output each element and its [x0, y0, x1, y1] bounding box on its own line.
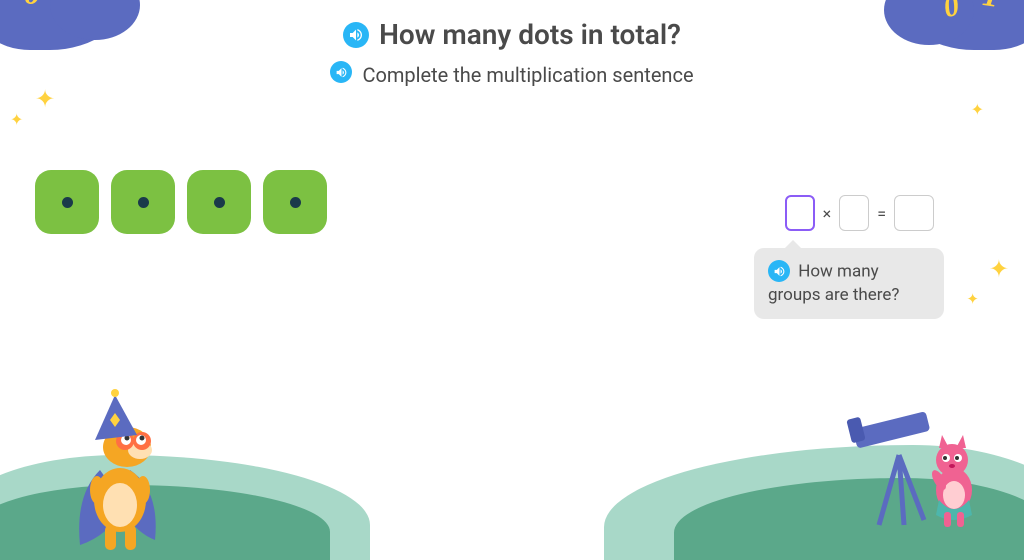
- cloud-number: 0: [941, 0, 963, 25]
- equals-operator: =: [875, 204, 888, 223]
- sparkle-icon: ✦: [966, 290, 979, 308]
- dot: [214, 197, 225, 208]
- question-header: How many dots in total? Complete the mul…: [0, 0, 1024, 87]
- question-subtitle: Complete the multiplication sentence: [362, 63, 693, 87]
- dot-group: [111, 170, 175, 234]
- audio-play-icon[interactable]: [343, 22, 369, 48]
- dot: [138, 197, 149, 208]
- question-title: How many dots in total?: [379, 18, 681, 51]
- cat-character: [844, 400, 994, 530]
- sparkle-icon: ✦: [989, 255, 1009, 283]
- cloud-number: 1: [981, 0, 1002, 15]
- multiplier-input[interactable]: [839, 195, 869, 231]
- hint-tooltip: How many groups are there?: [754, 248, 944, 319]
- dot-groups-container: [35, 170, 327, 234]
- dot-group: [263, 170, 327, 234]
- multiply-operator: ×: [821, 204, 834, 223]
- dragon-character: [55, 385, 195, 555]
- cloud-number: 0: [22, 0, 44, 13]
- cloud-number: 1: [0, 0, 1, 23]
- audio-play-icon[interactable]: [768, 260, 790, 282]
- decorative-cloud-right: 0 1 0: [894, 0, 1024, 50]
- multiplicand-input[interactable]: [785, 195, 815, 231]
- sparkle-icon: ✦: [971, 100, 984, 119]
- sparkle-icon: ✦: [10, 110, 23, 129]
- sparkle-icon: ✦: [35, 85, 55, 113]
- dot: [290, 197, 301, 208]
- dot-group: [35, 170, 99, 234]
- equation-container: × =: [785, 195, 934, 231]
- dot-group: [187, 170, 251, 234]
- dot: [62, 197, 73, 208]
- audio-play-icon[interactable]: [330, 61, 352, 83]
- result-input[interactable]: [894, 195, 934, 231]
- ground-decoration: [0, 430, 1024, 560]
